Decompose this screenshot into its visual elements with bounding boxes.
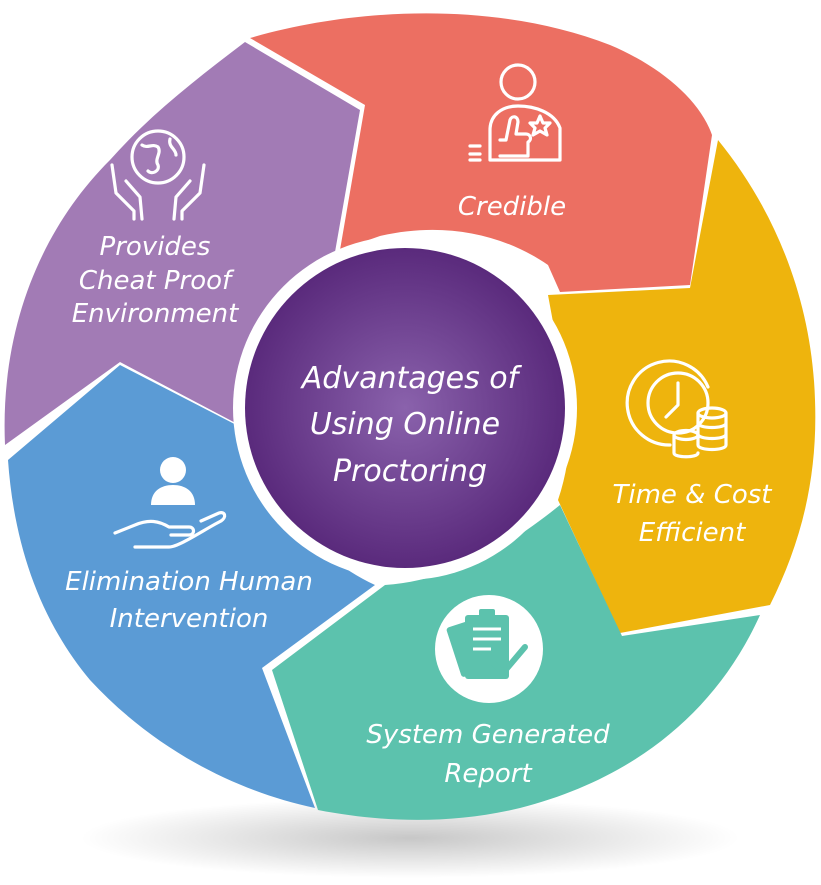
- segment-time-cost-label-line-1: Time & Cost: [612, 480, 772, 510]
- segment-credible-label: Credible: [458, 192, 566, 222]
- ground-shadow: [80, 798, 740, 878]
- segment-human-label-line-1: Elimination Human: [65, 567, 313, 597]
- segment-report-label-line-2: Report: [444, 759, 532, 789]
- segment-cheat-proof-label-line-3: Environment: [72, 299, 239, 329]
- center-title-line-1: Advantages of: [300, 361, 523, 396]
- person-thumbs-up-icon: [468, 63, 562, 162]
- center-title-line-2: Using Online: [310, 407, 500, 442]
- clipboard-check-icon: [435, 595, 543, 703]
- segment-time-cost-shape: [548, 140, 816, 633]
- segment-time-cost-label-line-2: Efficient: [639, 518, 746, 548]
- segment-cheat-proof-label-line-2: Cheat Proof: [79, 266, 235, 296]
- segment-report-label-line-1: System Generated: [366, 720, 610, 750]
- center-title-line-3: Proctoring: [333, 454, 487, 489]
- segment-credible-shape: [250, 13, 712, 292]
- center-title: Advantages of Using Online Proctoring: [300, 361, 523, 489]
- center-circle: [245, 248, 565, 568]
- segment-cheat-proof-label-line-1: Provides: [100, 232, 211, 262]
- segment-human-shape: [8, 365, 375, 808]
- segment-human-label-line-2: Intervention: [110, 604, 269, 634]
- segment-shapes: [4, 13, 816, 820]
- clock-coins-icon: [625, 359, 728, 459]
- hand-user-icon: [113, 457, 227, 549]
- segment-cheat-proof-shape: [4, 42, 361, 445]
- globe-hands-icon: [110, 129, 206, 221]
